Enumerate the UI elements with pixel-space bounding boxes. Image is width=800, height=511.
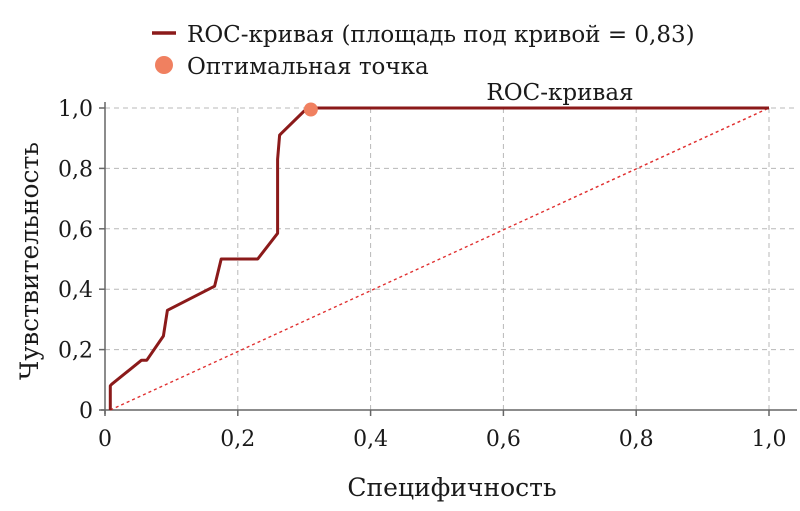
legend-optimal-point-swatch [155, 56, 173, 74]
y-tick-label: 0,2 [58, 339, 93, 364]
x-tick-label: 0,8 [619, 427, 654, 452]
chart-title: ROC-кривая [486, 80, 633, 106]
y-tick-labels: 0 0,2 0,4 0,6 0,8 1,0 [58, 97, 93, 424]
roc-curve-line [108, 106, 769, 410]
y-tick-label: 1,0 [58, 97, 93, 122]
x-tick-label: 0,4 [353, 427, 388, 452]
legend: ROC-кривая (площадь под кривой = 0,83) О… [152, 22, 695, 80]
x-tick-label: 0,6 [486, 427, 521, 452]
y-tick-label: 0,6 [58, 218, 93, 243]
y-tick-label: 0 [79, 399, 93, 424]
x-tick-label: 0,2 [220, 427, 255, 452]
reference-diagonal-line [110, 107, 770, 411]
axes [99, 102, 797, 416]
y-tick-label: 0,4 [58, 278, 93, 303]
legend-optimal-point-label: Оптимальная точка [187, 54, 429, 80]
legend-roc-label: ROC-кривая (площадь под кривой = 0,83) [187, 22, 695, 48]
x-tick-label: 1,0 [752, 427, 787, 452]
y-axis-label: Чувствительность [15, 142, 44, 380]
x-tick-labels: 0 0,2 0,4 0,6 0,8 1,0 [98, 427, 787, 452]
x-tick-label: 0 [98, 427, 112, 452]
optimal-point-marker [303, 102, 318, 117]
y-tick-label: 0,8 [58, 157, 93, 182]
x-axis-label: Специфичность [347, 473, 556, 502]
